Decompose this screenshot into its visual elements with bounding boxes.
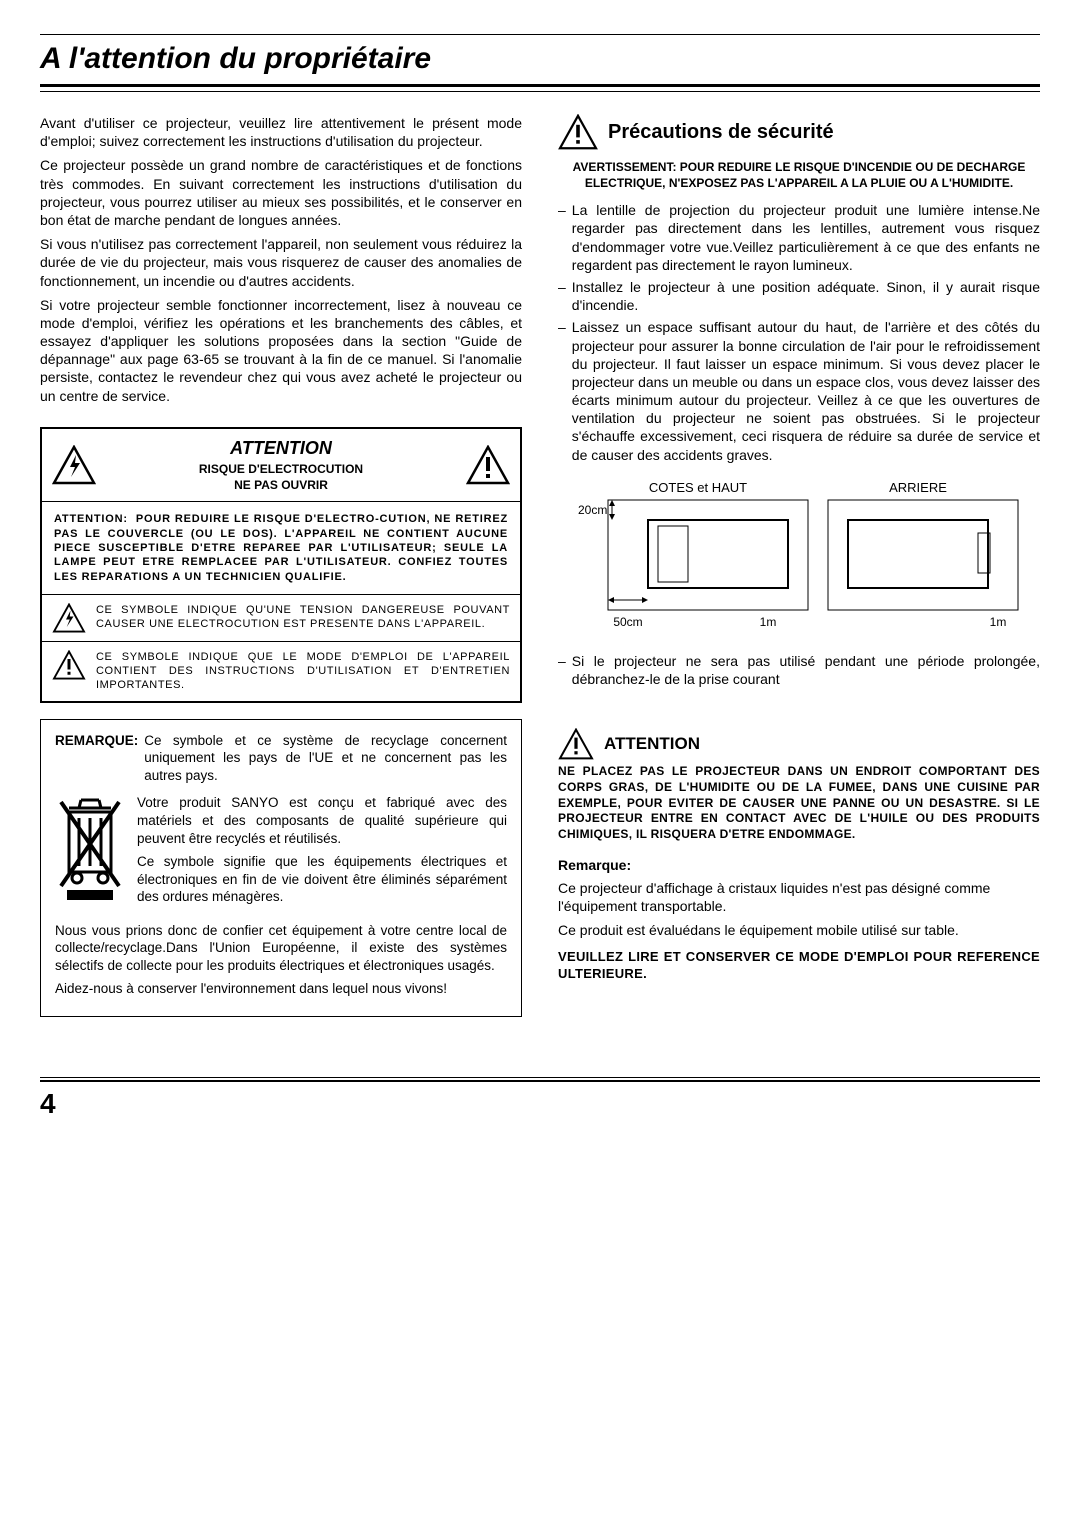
- safety-heading-text: Précautions de sécurité: [608, 119, 834, 145]
- recycle-lead: REMARQUE: Ce symbole et ce système de re…: [55, 732, 507, 785]
- warn-triangle-icon-med: [558, 728, 594, 760]
- recycle-p2: Ce symbole signifie que les équipements …: [137, 853, 507, 906]
- shock-triangle-icon-small: [52, 603, 86, 633]
- svg-text:ARRIERE: ARRIERE: [889, 480, 947, 495]
- recycle-p1: Votre produit SANYO est conçu et fabriqu…: [137, 794, 507, 847]
- weee-bin-icon: [55, 794, 125, 911]
- svg-text:COTES et HAUT: COTES et HAUT: [649, 480, 747, 495]
- attention-sub2: NE PAS OUVRIR: [96, 478, 466, 494]
- clearance-diagram: COTES et HAUT ARRIERE 20cm 50cm: [558, 478, 1040, 642]
- left-column: Avant d'utiliser ce projecteur, veuillez…: [40, 114, 522, 1017]
- page-footer: 4: [40, 1077, 1040, 1122]
- warn-triangle-icon-small: [52, 650, 86, 693]
- recycle-lead-label: REMARQUE:: [55, 732, 138, 785]
- warn-triangle-icon: [466, 445, 510, 485]
- attention-box: ATTENTION RISQUE D'ELECTROCUTION NE PAS …: [40, 427, 522, 703]
- symbol-row-2: CE SYMBOLE INDIQUE QUE LE MODE D'EMPLOI …: [42, 642, 520, 701]
- clearance-svg: COTES et HAUT ARRIERE 20cm 50cm: [558, 478, 1038, 638]
- page-number: 4: [40, 1086, 1040, 1122]
- remarque-p1: Ce projecteur d'affichage à cristaux liq…: [558, 879, 1040, 915]
- warn-triangle-icon-large: [558, 114, 598, 150]
- safety-item-2-text: Installez le projecteur à une position a…: [572, 278, 1040, 314]
- svg-text:1m: 1m: [990, 615, 1007, 629]
- final-instruction: VEUILLEZ LIRE ET CONSERVER CE MODE D'EMP…: [558, 949, 1040, 983]
- symbol1-text: CE SYMBOLE INDIQUE QU'UNE TENSION DANGER…: [96, 603, 510, 633]
- safety-item-1: La lentille de projection du projecteur …: [558, 201, 1040, 274]
- safety-item-4: Si le projecteur ne sera pas utilisé pen…: [558, 652, 1040, 688]
- right-column: Précautions de sécurité AVERTISSEMENT: P…: [558, 114, 1040, 1017]
- safety-item-3-text: Laissez un espace suffisant autour du ha…: [572, 318, 1040, 464]
- content-columns: Avant d'utiliser ce projecteur, veuillez…: [40, 114, 1040, 1017]
- safety-list-2: Si le projecteur ne sera pas utilisé pen…: [558, 652, 1040, 688]
- rule-top: [40, 34, 1040, 35]
- svg-text:1m: 1m: [760, 615, 777, 629]
- placement-warning: NE PLACEZ PAS LE PROJECTEUR DANS UN ENDR…: [558, 764, 1040, 842]
- rule-under-title: [40, 91, 1040, 92]
- safety-heading: Précautions de sécurité: [558, 114, 1040, 150]
- recycle-lead-text: Ce symbole et ce système de recyclage co…: [144, 732, 507, 785]
- symbol2-text: CE SYMBOLE INDIQUE QUE LE MODE D'EMPLOI …: [96, 650, 510, 693]
- symbol-row-1: CE SYMBOLE INDIQUE QU'UNE TENSION DANGER…: [42, 595, 520, 642]
- remarque-p2: Ce produit est évaluédans le équipement …: [558, 921, 1040, 939]
- intro-p4: Si votre projecteur semble fonctionner i…: [40, 296, 522, 405]
- safety-item-4-text: Si le projecteur ne sera pas utilisé pen…: [572, 652, 1040, 688]
- svg-text:20cm: 20cm: [578, 503, 607, 517]
- recycle-p3: Nous vous prions donc de confier cet équ…: [55, 922, 507, 975]
- safety-item-1-text: La lentille de projection du projecteur …: [572, 201, 1040, 274]
- attention-sub1: RISQUE D'ELECTROCUTION: [96, 462, 466, 478]
- intro-p1: Avant d'utiliser ce projecteur, veuillez…: [40, 114, 522, 150]
- intro-p3: Si vous n'utilisez pas correctement l'ap…: [40, 235, 522, 290]
- page-title: A l'attention du propriétaire: [40, 39, 1040, 87]
- avertissement: AVERTISSEMENT: POUR REDUIRE LE RISQUE D'…: [570, 160, 1028, 191]
- recycle-box: REMARQUE: Ce symbole et ce système de re…: [40, 719, 522, 1017]
- attention-title: ATTENTION: [96, 437, 466, 460]
- remarque-heading: Remarque:: [558, 856, 1040, 874]
- svg-text:50cm: 50cm: [613, 615, 642, 629]
- attention-body: ATTENTION: POUR REDUIRE LE RISQUE D'ELEC…: [42, 502, 520, 594]
- safety-item-2: Installez le projecteur à une position a…: [558, 278, 1040, 314]
- attention-heading-text: ATTENTION: [604, 733, 700, 755]
- recycle-mid: Votre produit SANYO est conçu et fabriqu…: [55, 794, 507, 911]
- attention-heading: ATTENTION: [558, 728, 1040, 760]
- attention-header: ATTENTION RISQUE D'ELECTROCUTION NE PAS …: [42, 429, 520, 503]
- shock-triangle-icon: [52, 445, 96, 485]
- attention-body-lead: ATTENTION:: [54, 513, 128, 525]
- safety-list: La lentille de projection du projecteur …: [558, 201, 1040, 464]
- intro-p2: Ce projecteur possède un grand nombre de…: [40, 156, 522, 229]
- safety-item-3: Laissez un espace suffisant autour du ha…: [558, 318, 1040, 464]
- recycle-p4: Aidez-nous à conserver l'environnement d…: [55, 980, 507, 998]
